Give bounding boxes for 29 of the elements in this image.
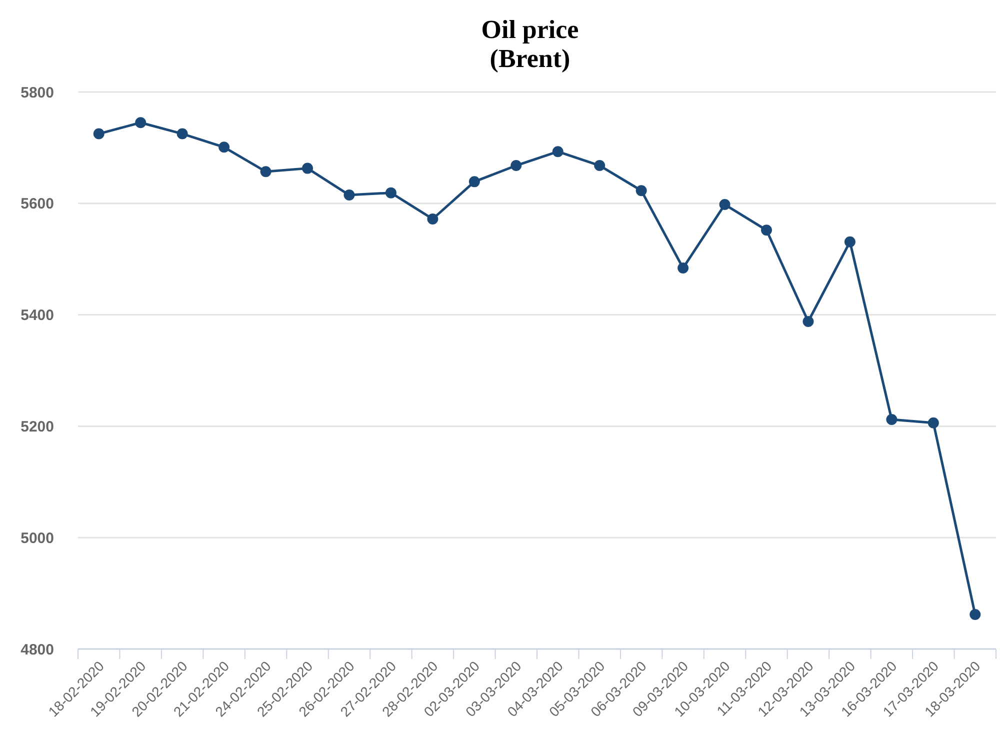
point — [176, 128, 188, 140]
y-tick-label: 5800 — [20, 84, 54, 102]
y-tick-label: 5000 — [20, 530, 54, 547]
point — [385, 187, 396, 198]
point — [427, 213, 438, 224]
point — [135, 117, 146, 128]
point — [636, 185, 647, 196]
point — [719, 199, 730, 210]
point — [344, 190, 355, 201]
y-tick-label: 5200 — [20, 418, 54, 436]
point — [510, 160, 522, 172]
point — [260, 166, 272, 178]
y-tick-label: 5600 — [20, 196, 54, 213]
point — [594, 160, 606, 172]
point — [678, 262, 689, 274]
point — [761, 224, 772, 236]
point — [302, 162, 313, 174]
y-tick-label: 4800 — [20, 641, 54, 658]
chart-title: Oil price (Brent) — [481, 15, 579, 73]
point — [844, 236, 856, 248]
point — [886, 414, 898, 426]
point — [802, 316, 814, 327]
y-tick-label: 5400 — [20, 307, 54, 324]
point — [970, 608, 981, 620]
point — [468, 176, 480, 188]
point — [552, 146, 564, 158]
point — [928, 417, 939, 428]
point — [218, 142, 230, 153]
point — [93, 128, 104, 140]
